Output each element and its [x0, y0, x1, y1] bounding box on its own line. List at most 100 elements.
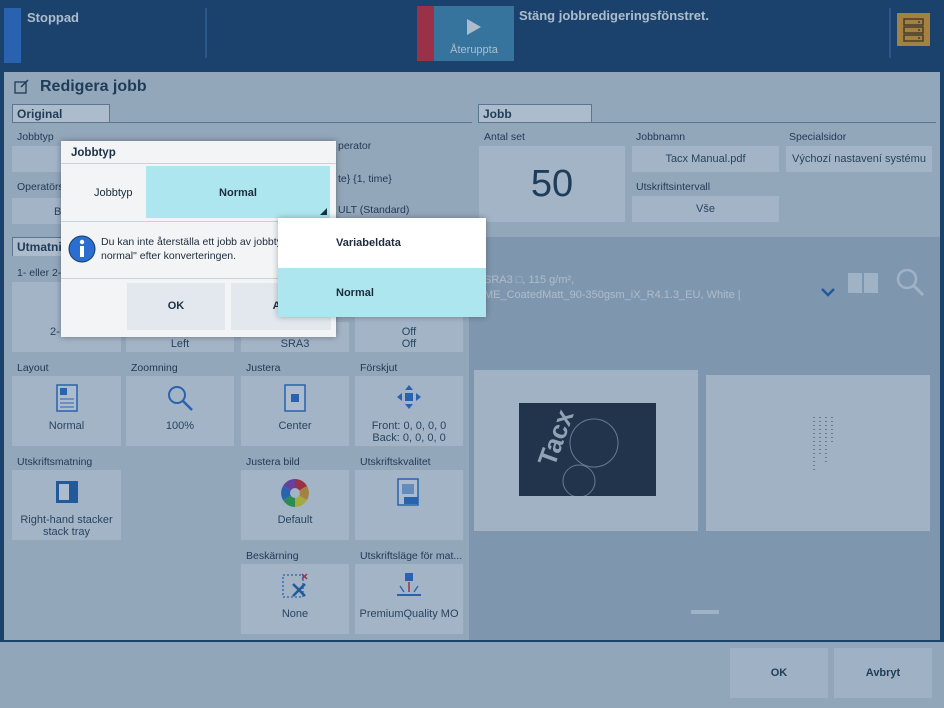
status-indicator [4, 8, 21, 63]
preview-area: SRA3 □, 115 g/m², ME_CoatedMatt_90-350gs… [469, 237, 940, 640]
print-mode-tile[interactable]: PremiumQuality MO [355, 564, 463, 634]
info-message-1: Du kan inte återställa ett jobb av jobbt… [101, 236, 282, 248]
tab-original[interactable]: Original [12, 104, 110, 123]
print-quality-label: Utskriftskvalitet [360, 456, 431, 468]
book-view-icon[interactable] [847, 272, 879, 294]
divider [0, 640, 944, 642]
edit-document-icon [14, 79, 29, 94]
standard-value: ULT (Standard) [338, 204, 410, 216]
layout-page-icon [55, 384, 78, 412]
color-wheel-icon [281, 479, 309, 507]
chevron-down-icon[interactable] [821, 287, 835, 297]
finishing-tile[interactable]: Off Off [355, 312, 463, 352]
scroll-handle[interactable] [691, 610, 719, 614]
output-tray-tile[interactable]: Right-hand stacker stack tray [12, 470, 121, 540]
adjust-image-tile[interactable]: Default [241, 470, 349, 540]
jobtype-select-value: Normal [219, 187, 257, 199]
special-pages-tile[interactable]: Výchozí nastavení systému [786, 146, 932, 172]
layout-label: Layout [17, 362, 49, 374]
trim-tile[interactable]: None [241, 564, 349, 634]
sided-value: 2- [50, 326, 60, 338]
print-range-tile[interactable]: Vše [632, 196, 779, 222]
layout-value: Normal [48, 420, 85, 432]
jobtype-select[interactable]: Normal [146, 166, 330, 218]
option-variable-data[interactable]: Variabeldata [278, 218, 486, 267]
sided-label: 1- eller 2- [17, 267, 62, 279]
dialog-ok-button[interactable]: OK [127, 283, 225, 330]
jobtype-field-label: Jobbtyp [94, 187, 133, 199]
output-tray-value-2: stack tray [42, 526, 91, 538]
jobtype-dropdown: Variabeldata Normal [278, 218, 486, 317]
top-bar: Stoppad Återuppta Stäng jobbredigeringsf… [0, 0, 944, 70]
stop-indicator [417, 6, 434, 61]
resume-label: Återuppta [450, 44, 498, 56]
zoom-tile[interactable]: 100% [126, 376, 234, 446]
divider [205, 8, 207, 58]
zoom-icon[interactable] [895, 267, 925, 297]
finishing-value-2: Off [401, 338, 417, 350]
time-value: te} {1, time} [338, 173, 392, 185]
play-icon [467, 19, 481, 35]
divider [61, 278, 336, 279]
shift-back: Back: 0, 0, 0, 0 [372, 432, 446, 444]
option-label: Variabeldata [336, 237, 401, 249]
option-label: Normal [336, 287, 374, 299]
operator2-label: perator [338, 140, 372, 152]
tab-jobb[interactable]: Jobb [478, 104, 592, 123]
jobname-tile[interactable]: Tacx Manual.pdf [632, 146, 779, 172]
info-message-2: normal" efter konverteringen. [101, 250, 237, 262]
align-center-icon [284, 384, 306, 412]
option-normal[interactable]: Normal [278, 268, 486, 317]
special-pages-label: Specialsidor [789, 131, 847, 143]
media-value: SRA3 [280, 338, 310, 350]
edit-job-panel: Redigera jobb Original Jobbtyp Operatörs… [4, 72, 940, 640]
bike-illustration-icon: Tacx [532, 405, 619, 496]
align-label: Justera [246, 362, 281, 374]
page-preview-back[interactable] [706, 375, 930, 531]
divider [889, 8, 891, 58]
binding-value: Left [170, 338, 190, 350]
stacker-icon [55, 481, 78, 503]
trim-value: None [281, 608, 309, 620]
ok-button[interactable]: OK [730, 648, 828, 698]
resume-button[interactable]: Återuppta [434, 6, 514, 61]
bottom-bar: OK Avbryt [0, 640, 944, 708]
jobtype-label: Jobbtyp [17, 131, 54, 143]
tab-underline [12, 122, 472, 123]
trim-icon [282, 573, 308, 598]
output-tray-label: Utskriftsmatning [17, 456, 93, 468]
layout-tile[interactable]: Normal [12, 376, 121, 446]
cancel-button[interactable]: Avbryt [834, 648, 932, 698]
job-queue-button[interactable] [897, 13, 930, 46]
status-message: Stäng jobbredigeringsfönstret. [519, 8, 709, 23]
shift-tile[interactable]: Front: 0, 0, 0, 0 Back: 0, 0, 0, 0 [355, 376, 463, 446]
align-tile[interactable]: Center [241, 376, 349, 446]
adjust-image-label: Justera bild [246, 456, 300, 468]
print-head-icon [397, 573, 421, 596]
output-tray-value-1: Right-hand stacker [20, 514, 113, 526]
media-info-line1: SRA3 □, 115 g/m², [484, 274, 575, 286]
shift-front: Front: 0, 0, 0, 0 [371, 420, 447, 432]
server-stack-icon [903, 18, 924, 42]
zoom-label: Zoomning [131, 362, 178, 374]
zoom-value: 100% [165, 420, 195, 432]
print-quality-icon [397, 478, 419, 506]
printer-status: Stoppad [27, 10, 79, 25]
magnifier-icon [168, 386, 193, 411]
page-title: Redigera jobb [40, 78, 147, 95]
finishing-value-1: Off [401, 326, 417, 338]
divider [61, 163, 336, 164]
info-icon [68, 235, 96, 263]
text-lines-icon [813, 417, 833, 471]
print-quality-tile[interactable] [355, 470, 463, 540]
sets-tile[interactable]: 50 [479, 146, 625, 222]
dropdown-corner-icon [320, 208, 327, 215]
tab-output[interactable]: Utmatni [12, 237, 72, 256]
move-arrows-icon [397, 385, 421, 409]
cover-thumbnail: Tacx [519, 403, 656, 496]
page-preview-front[interactable]: Tacx [474, 370, 698, 531]
jobname-label: Jobbnamn [636, 131, 686, 143]
shift-label: Förskjut [360, 362, 398, 374]
media-info-line2: ME_CoatedMatt_90-350gsm_iX_R4.1.3_EU, Wh… [484, 289, 741, 301]
